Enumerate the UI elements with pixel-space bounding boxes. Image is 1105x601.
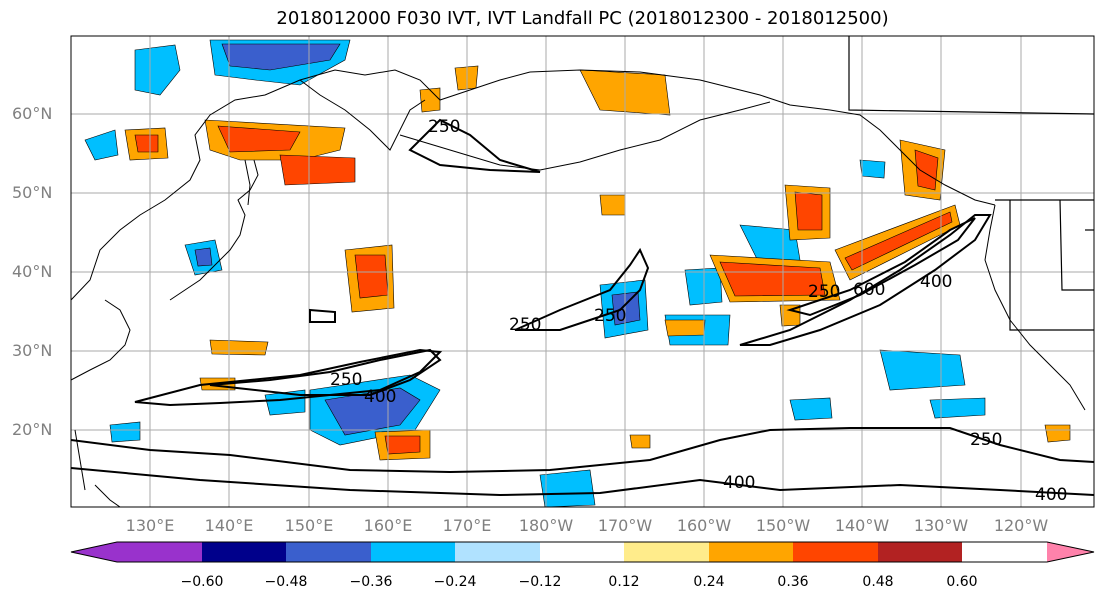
map-title: 2018012000 F030 IVT, IVT Landfall PC (20…: [276, 8, 889, 29]
contour-label: 250: [594, 306, 626, 326]
colorbar-segment: [202, 542, 286, 562]
colorbar-extend-high: [1047, 542, 1094, 562]
lon-label: 170°W: [597, 516, 653, 535]
colorbar-segment: [709, 542, 793, 562]
lon-label: 150°E: [284, 516, 334, 535]
contour-label: 600: [853, 280, 885, 300]
colorbar-segment: [286, 542, 371, 562]
lon-label: 140°E: [204, 516, 254, 535]
colorbar-segment: [793, 542, 878, 562]
contour-label: 250: [330, 370, 362, 390]
contour-labels: 250 250 250 250 250 400 400 400 600 250 …: [330, 117, 1067, 505]
lon-label: 170°E: [442, 516, 492, 535]
gridlines: [71, 36, 1094, 507]
contour-label: 250: [808, 282, 840, 302]
contour-label: 250: [509, 315, 541, 335]
lat-label: 60°N: [12, 104, 53, 123]
contour-label: 400: [364, 387, 396, 407]
lon-label: 180°W: [518, 516, 574, 535]
colorbar-tick-label: −0.12: [518, 574, 562, 590]
colorbar-tick-label: −0.36: [349, 574, 393, 590]
colorbar-tick-label: −0.60: [180, 574, 224, 590]
lon-label: 160°W: [676, 516, 732, 535]
colorbar-segment: [540, 542, 624, 562]
colorbar-tick-label: −0.24: [433, 574, 477, 590]
ivt-contours: [71, 118, 1094, 497]
colorbar-segment: [878, 542, 962, 562]
contour-label: 400: [723, 473, 755, 493]
lat-label: 30°N: [12, 341, 53, 360]
lon-label: 160°E: [363, 516, 413, 535]
lat-label: 20°N: [12, 420, 53, 439]
colorbar-segment: [371, 542, 455, 562]
colorbar-segment: [455, 542, 540, 562]
colorbar-extend-low: [71, 542, 117, 562]
borders: [848, 36, 1094, 331]
lon-label: 130°W: [913, 516, 969, 535]
colorbar-segment: [624, 542, 709, 562]
colorbar-tick-label: 0.12: [608, 574, 640, 590]
lon-label: 140°W: [834, 516, 890, 535]
colorbar: [70, 541, 1095, 563]
colorbar-tick-label: 0.36: [777, 574, 809, 590]
lon-label: 120°W: [993, 516, 1049, 535]
lat-label: 40°N: [12, 262, 53, 281]
colorbar-outline: [70, 541, 1095, 563]
contour-label: 250: [970, 430, 1002, 450]
lat-label: 50°N: [12, 183, 53, 202]
lon-label: 150°W: [755, 516, 811, 535]
lon-label: 130°E: [125, 516, 175, 535]
colorbar-segment: [117, 542, 202, 562]
colorbar-tick-label: −0.48: [264, 574, 308, 590]
contour-label: 400: [920, 272, 952, 292]
contour-label: 400: [1035, 485, 1067, 505]
colorbar-tick-label: 0.48: [862, 574, 894, 590]
colorbar-tick-label: 0.24: [693, 574, 725, 590]
colorbar-tick-label: 0.60: [946, 574, 978, 590]
contour-label: 250: [428, 117, 460, 137]
